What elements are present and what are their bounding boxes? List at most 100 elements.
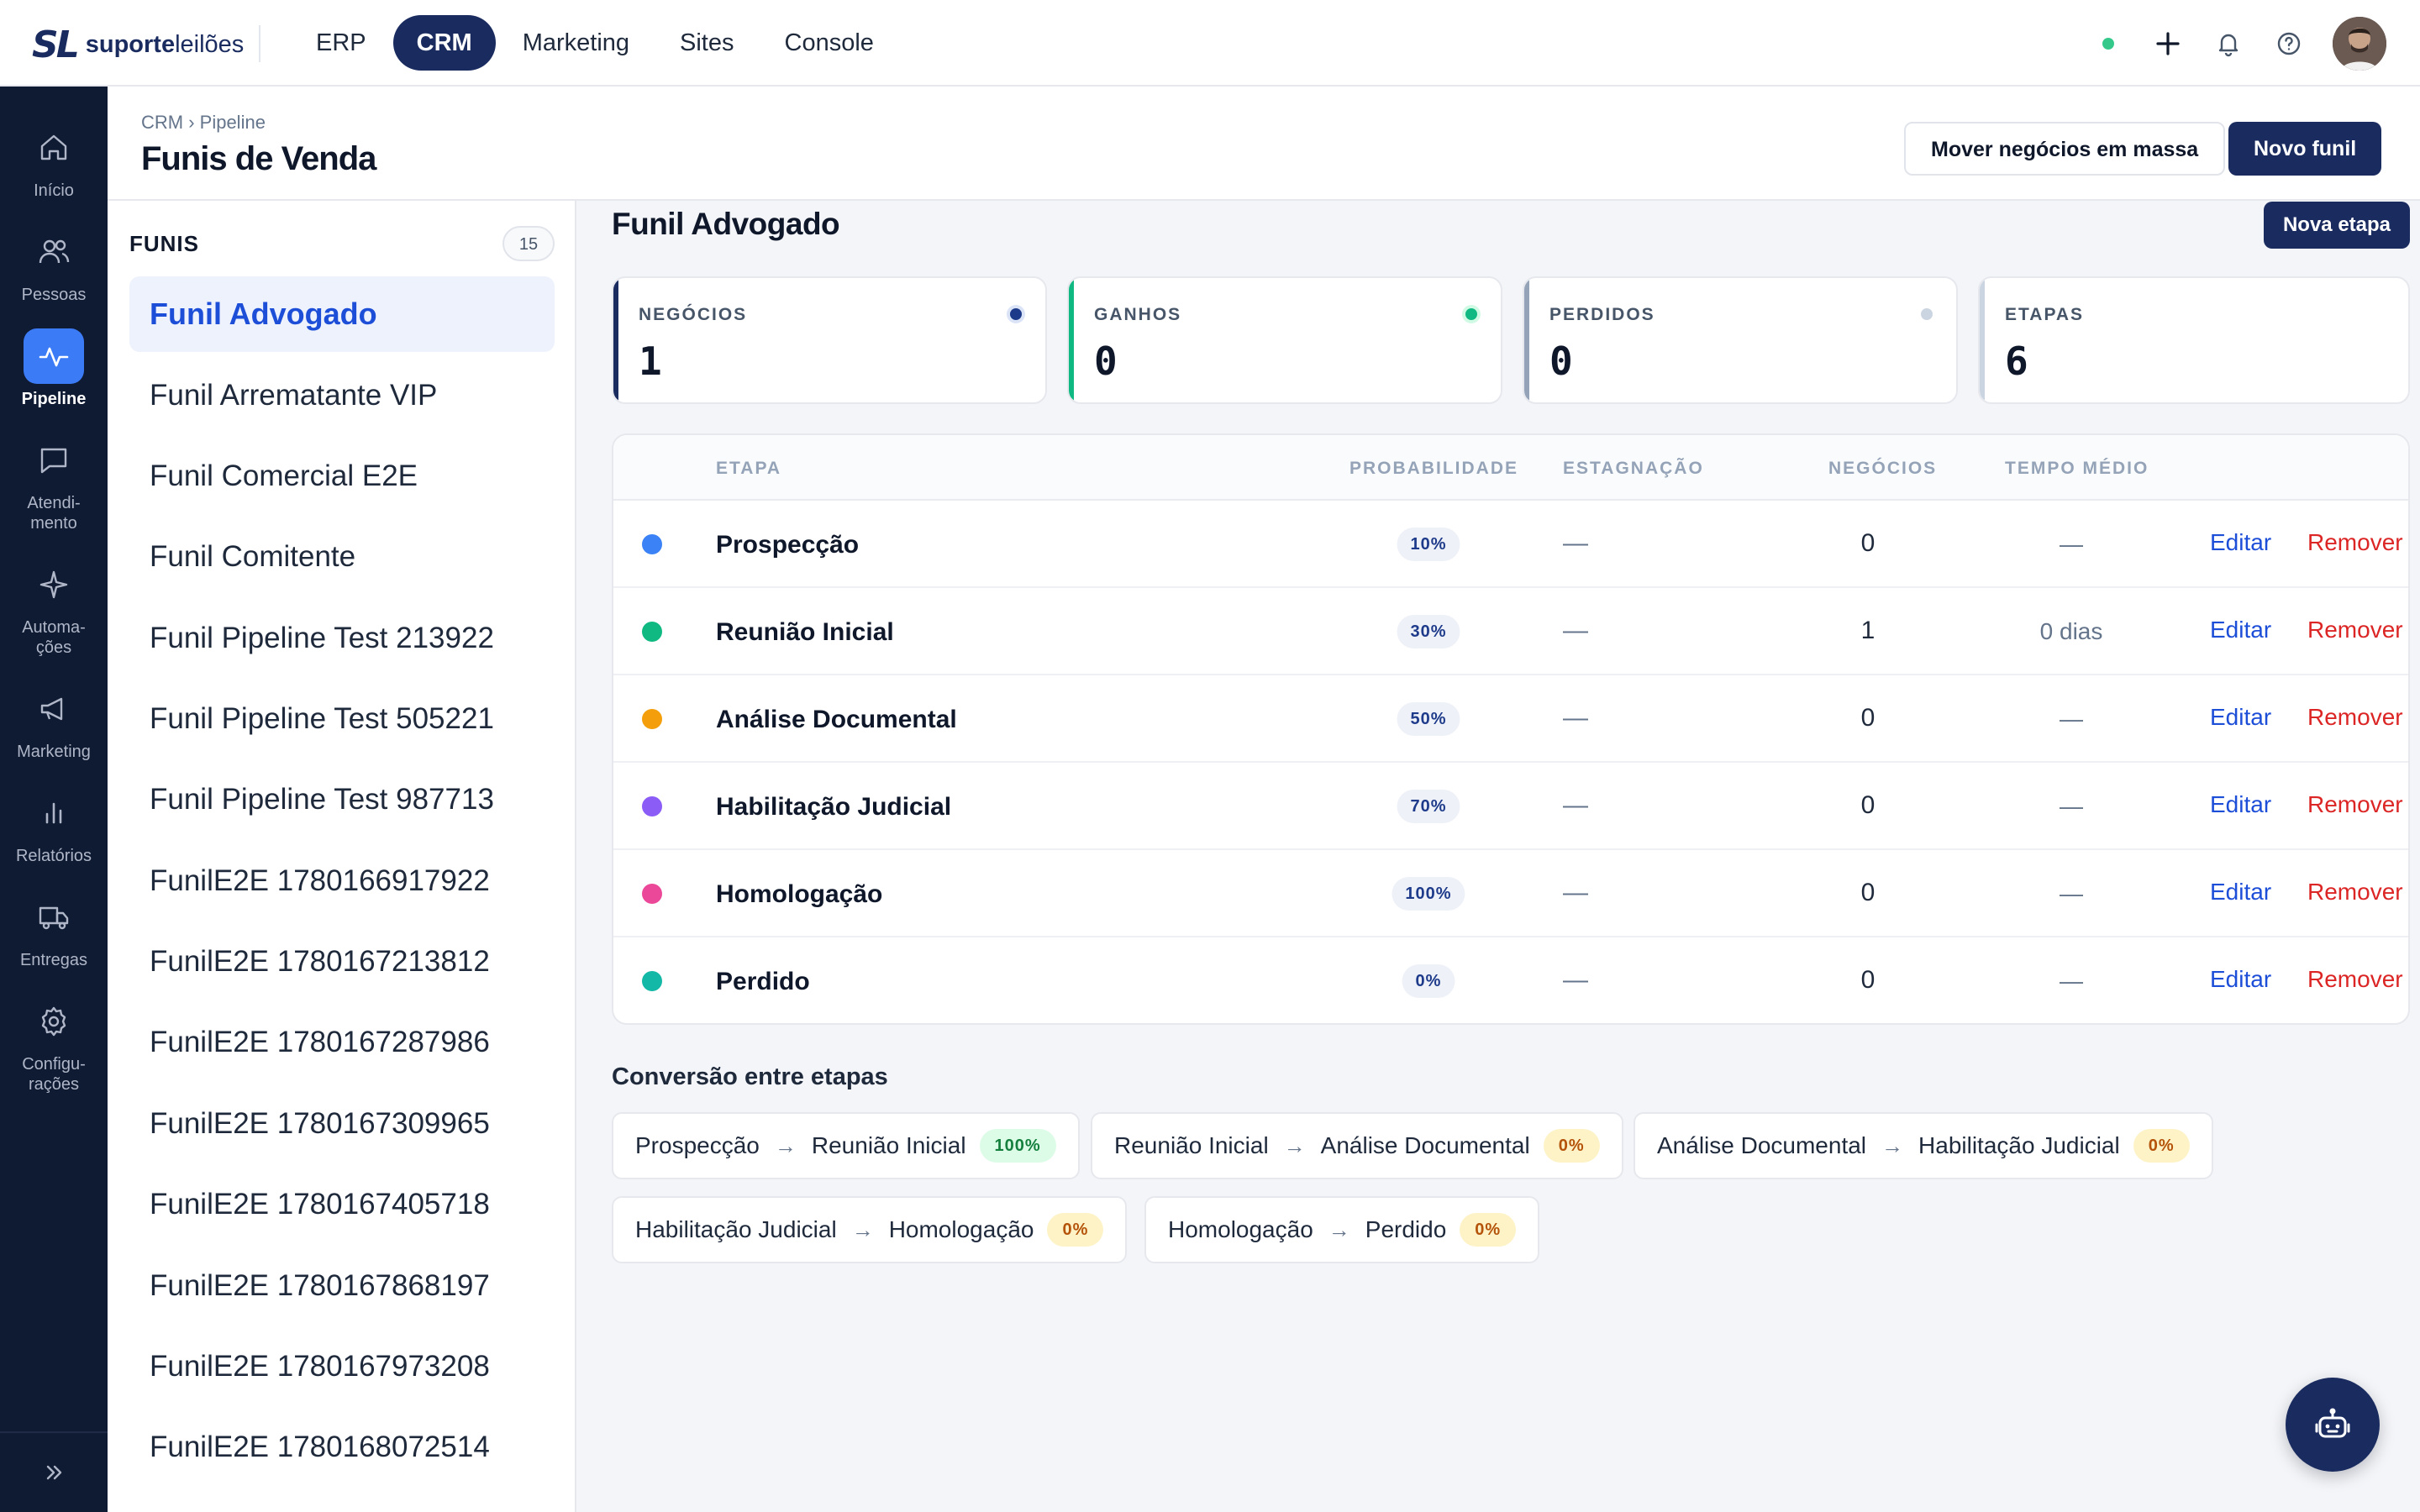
bell-icon[interactable] [2212,27,2245,60]
rail-label: mento [30,514,77,533]
stage-name: Perdido [716,968,810,995]
left-rail: Início Pessoas Pipeline Atendi- mento Au… [0,87,108,1512]
plus-icon[interactable] [2151,27,2185,60]
funnel-item[interactable]: FunilE2E 1780167973208 [150,1350,490,1383]
funnel-item[interactable]: FunilE2E 1780167213812 [150,945,490,978]
rail-item-configuracoes[interactable]: Configu- rações [0,994,108,1095]
top-nav-console[interactable]: Console [784,29,874,56]
table-row: Prospecção 10% — 0 — Editar Remover [613,501,2408,588]
funnel-item[interactable]: Funil Comercial E2E [150,459,418,492]
edit-stage-link[interactable]: Editar [2210,966,2272,992]
page-title: Funis de Venda [141,140,376,177]
rail-item-pipeline[interactable]: Pipeline [0,328,108,409]
brand-logo[interactable]: SL suporteleilões [32,24,244,66]
kpi-accent-bar [1980,278,1985,402]
kpi-card-negocios: NEGÓCIOS 1 [612,276,1047,404]
logo-mark: SL [32,23,80,66]
conversion-to: Reunião Inicial [811,1132,966,1158]
new-stage-button[interactable]: Nova etapa [2264,202,2410,249]
rail-item-relatorios[interactable]: Relatórios [0,785,108,866]
stagnation-value: — [1563,966,1588,994]
rail-label: Pessoas [21,286,87,304]
top-nav: ERP CRM Marketing Sites Console [292,15,901,71]
funnel-item[interactable]: FunilE2E 1780167309965 [150,1107,490,1140]
rail-item-atendimento[interactable]: Atendi- mento [0,433,108,533]
edit-stage-link[interactable]: Editar [2210,791,2272,817]
deals-value: 0 [1860,529,1876,557]
user-avatar[interactable] [2333,17,2386,71]
mass-move-button[interactable]: Mover negócios em massa [1904,122,2226,176]
rail-label: Entregas [19,951,88,969]
table-row: Homologação 100% — 0 — Editar Remover [613,850,2408,937]
rail-item-inicio[interactable]: Início [0,120,108,201]
expand-rail-button[interactable] [0,1431,108,1512]
stagnation-value: — [1563,704,1588,732]
funnel-item[interactable]: Funil Advogado [129,276,555,352]
column-header-stagnation: ESTAGNAÇÃO [1563,459,1704,478]
edit-stage-link[interactable]: Editar [2210,879,2272,905]
top-nav-sites[interactable]: Sites [680,29,734,56]
top-nav-crm[interactable]: CRM [392,15,496,71]
rail-item-entregas[interactable]: Entregas [0,890,108,970]
top-bar: SL suporteleilões ERP CRM Marketing Site… [0,0,2420,87]
funnel-item[interactable]: Funil Pipeline Test 987713 [150,783,494,816]
kpi-value: 1 [639,339,662,384]
remove-stage-link[interactable]: Remover [2307,529,2403,555]
help-icon[interactable] [2272,27,2306,60]
funnel-item[interactable]: FunilE2E 1780166917922 [150,864,490,897]
remove-stage-link[interactable]: Remover [2307,966,2403,992]
remove-stage-link[interactable]: Remover [2307,617,2403,643]
arrow-right-icon: → [851,1216,874,1242]
remove-stage-link[interactable]: Remover [2307,879,2403,905]
conversion-rate-badge: 100% [979,1129,1056,1163]
stage-color-dot [642,796,662,816]
kpi-accent-bar [613,278,618,402]
edit-stage-link[interactable]: Editar [2210,529,2272,555]
funnel-item[interactable]: Funil Pipeline Test 213922 [150,622,494,654]
divider [259,25,260,62]
breadcrumb[interactable]: CRM › Pipeline [141,112,266,133]
edit-stage-link[interactable]: Editar [2210,704,2272,730]
assistant-button[interactable] [2286,1378,2380,1472]
funnel-list-header: FUNIS 15 [129,226,555,261]
funnel-item[interactable]: Funil Comitente [150,540,356,573]
conversion-to: Perdido [1365,1216,1447,1242]
funnel-item[interactable]: FunilE2E 1780167405718 [150,1188,490,1221]
conversion-chip: Prospecção → Reunião Inicial 100% [612,1112,1080,1179]
rail-item-automacoes[interactable]: Automa- ções [0,557,108,658]
rail-label: Pipeline [21,390,87,408]
remove-stage-link[interactable]: Remover [2307,791,2403,817]
edit-stage-link[interactable]: Editar [2210,617,2272,643]
top-nav-erp[interactable]: ERP [316,29,366,56]
stagnation-value: — [1563,791,1588,819]
remove-stage-link[interactable]: Remover [2307,704,2403,730]
conversion-from: Homologação [1168,1216,1313,1242]
stage-color-dot [642,709,662,729]
conversion-from: Análise Documental [1657,1132,1867,1158]
kpi-card-ganhos: GANHOS 0 [1067,276,1502,404]
status-dot [2102,38,2114,50]
funnel-item[interactable]: Funil Pipeline Test 505221 [150,702,494,735]
funnel-count-badge: 15 [502,226,555,261]
top-nav-marketing[interactable]: Marketing [522,29,630,56]
kpi-value: 6 [2005,339,2028,384]
probability-badge: 100% [1392,877,1465,911]
rail-item-pessoas[interactable]: Pessoas [0,224,108,305]
funnel-item[interactable]: FunilE2E 1780168072514 [150,1431,490,1463]
kpi-label: ETAPAS [2005,305,2085,324]
funnel-item[interactable]: Funil Arrematante VIP [150,379,438,412]
new-funnel-button[interactable]: Novo funil [2228,122,2382,176]
stage-name: Homologação [716,880,883,908]
funnel-item[interactable]: FunilE2E 1780167868197 [150,1269,490,1302]
column-header-deals: NEGÓCIOS [1828,459,1938,478]
robot-icon [2315,1408,2350,1438]
rail-label: Relatórios [15,847,92,865]
rail-item-marketing[interactable]: Marketing [0,681,108,762]
conversion-from: Habilitação Judicial [635,1216,837,1242]
table-row: Perdido 0% — 0 — Editar Remover [613,937,2408,1023]
funnel-item[interactable]: FunilE2E 1780167287986 [150,1026,490,1058]
avg-time-value: — [2060,531,2083,557]
deals-value: 0 [1860,791,1876,819]
home-icon [24,120,84,176]
stage-color-dot [642,622,662,642]
